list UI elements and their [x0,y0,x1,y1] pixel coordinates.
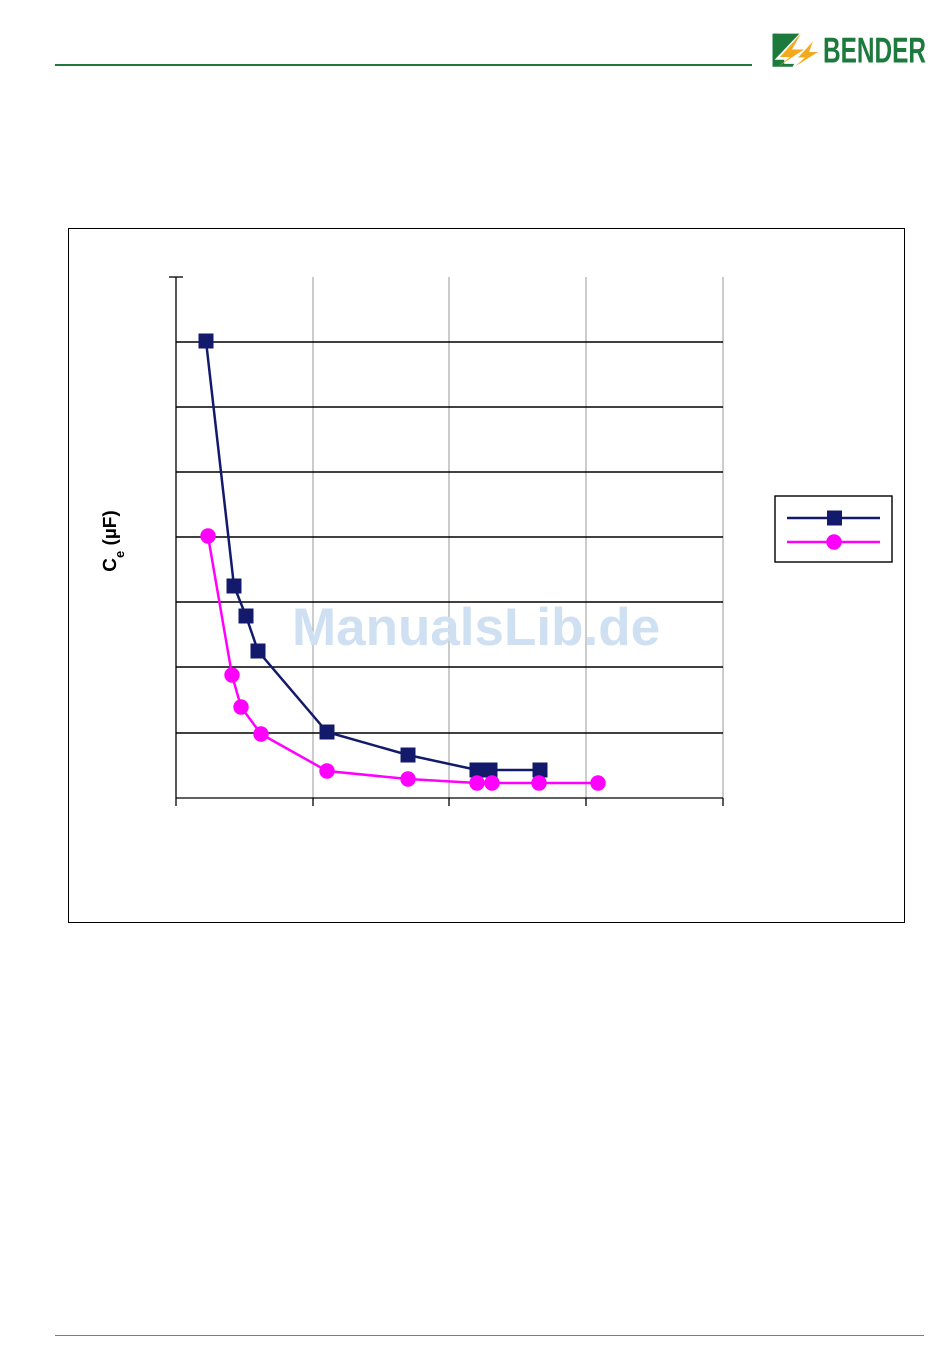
svg-text:Ce (µF): Ce (µF) [100,510,127,571]
svg-text:ManualsLib.de: ManualsLib.de [292,598,660,657]
